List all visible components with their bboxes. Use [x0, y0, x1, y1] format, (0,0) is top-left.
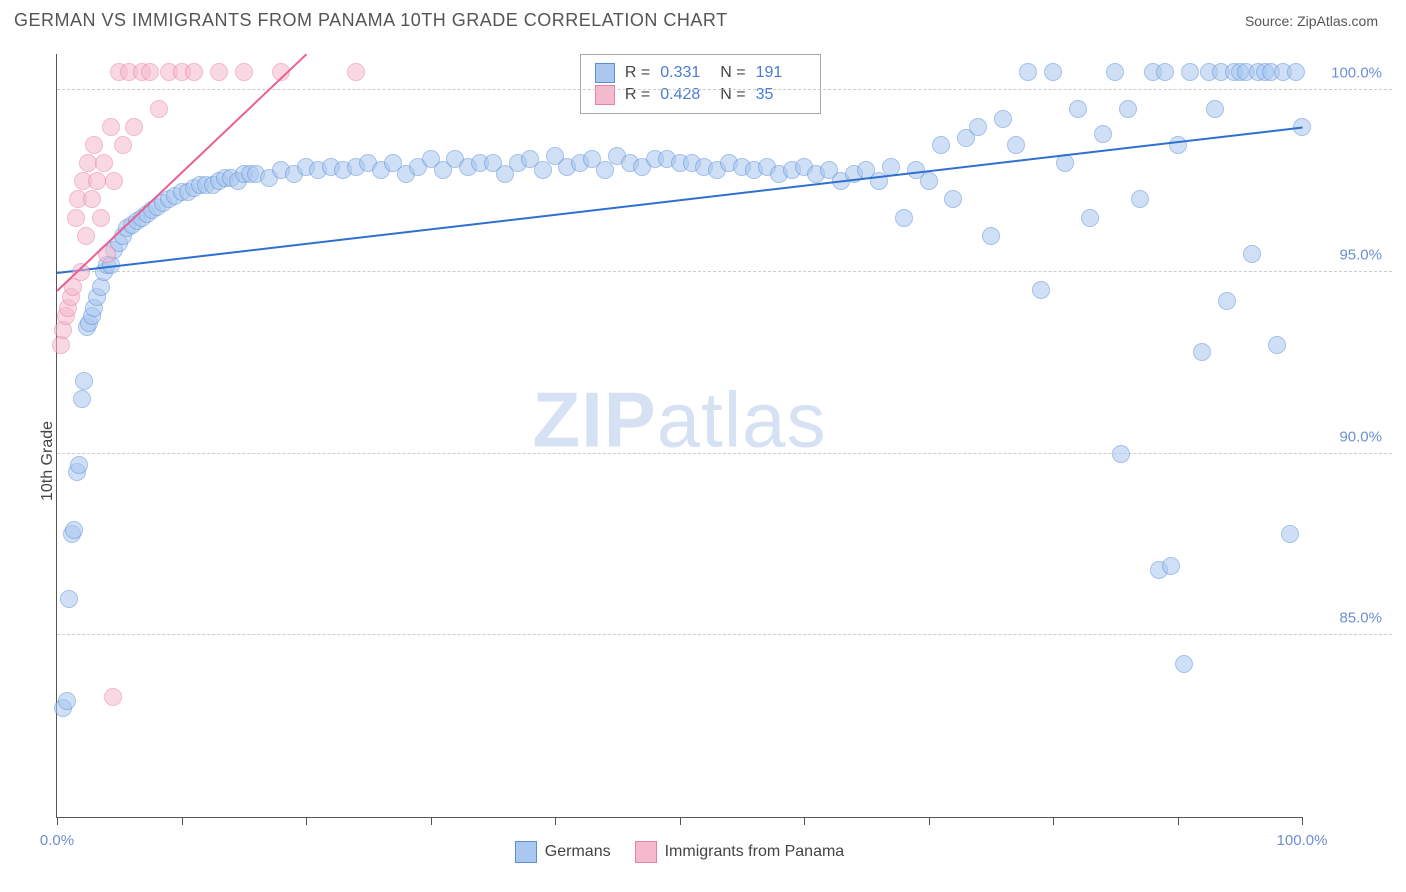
data-point [534, 161, 552, 179]
data-point [105, 172, 123, 190]
data-point [88, 172, 106, 190]
data-point [150, 100, 168, 118]
data-point [1094, 125, 1112, 143]
legend-swatch-germans [515, 841, 537, 863]
data-point [1156, 63, 1174, 81]
x-tick [306, 817, 307, 825]
data-point [1044, 63, 1062, 81]
gridline-h [57, 89, 1392, 90]
x-tick [804, 817, 805, 825]
stats-swatch-panama [595, 85, 615, 105]
data-point [1175, 655, 1193, 673]
plot-region: ZIPatlas R = 0.331 N = 191 R = 0.428 N =… [56, 54, 1302, 818]
data-point [944, 190, 962, 208]
legend-label-germans: Germans [545, 843, 611, 861]
data-point [92, 209, 110, 227]
gridline-h [57, 634, 1392, 635]
y-axis-label: 10th Grade [39, 421, 57, 501]
data-point [347, 63, 365, 81]
data-point [1081, 209, 1099, 227]
x-tick [1302, 817, 1303, 825]
data-point [1131, 190, 1149, 208]
y-tick-label: 85.0% [1339, 610, 1382, 627]
data-point [920, 172, 938, 190]
data-point [141, 63, 159, 81]
x-tick [1053, 817, 1054, 825]
x-tick [57, 817, 58, 825]
stats-legend-box: R = 0.331 N = 191 R = 0.428 N = 35 [580, 54, 821, 114]
data-point [1206, 100, 1224, 118]
data-point [1169, 136, 1187, 154]
data-point [1069, 100, 1087, 118]
data-point [895, 209, 913, 227]
stats-row-germans: R = 0.331 N = 191 [595, 63, 806, 83]
data-point [1287, 63, 1305, 81]
data-point [75, 372, 93, 390]
data-point [185, 63, 203, 81]
data-point [60, 590, 78, 608]
data-point [1193, 343, 1211, 361]
data-point [1281, 525, 1299, 543]
data-point [104, 688, 122, 706]
y-tick-label: 90.0% [1339, 428, 1382, 445]
data-point [596, 161, 614, 179]
x-tick [555, 817, 556, 825]
data-point [969, 118, 987, 136]
stats-row-panama: R = 0.428 N = 35 [595, 85, 806, 105]
data-point [1162, 557, 1180, 575]
chart-title: GERMAN VS IMMIGRANTS FROM PANAMA 10TH GR… [14, 10, 728, 31]
x-tick [1178, 817, 1179, 825]
chart-source: Source: ZipAtlas.com [1245, 13, 1378, 29]
data-point [1181, 63, 1199, 81]
x-tick [431, 817, 432, 825]
data-point [65, 521, 83, 539]
data-point [95, 154, 113, 172]
data-point [102, 118, 120, 136]
data-point [73, 390, 91, 408]
x-tick-label: 0.0% [40, 832, 74, 849]
data-point [1243, 245, 1261, 263]
legend-label-panama: Immigrants from Panama [665, 843, 845, 861]
data-point [1119, 100, 1137, 118]
data-point [982, 227, 1000, 245]
data-point [114, 136, 132, 154]
data-point [994, 110, 1012, 128]
data-point [1007, 136, 1025, 154]
x-tick [680, 817, 681, 825]
data-point [58, 692, 76, 710]
data-point [70, 456, 88, 474]
data-point [85, 136, 103, 154]
stats-swatch-germans [595, 63, 615, 83]
x-tick [182, 817, 183, 825]
x-tick-label: 100.0% [1277, 832, 1328, 849]
legend-item-germans: Germans [515, 841, 611, 863]
y-tick-label: 100.0% [1331, 65, 1382, 82]
gridline-h [57, 271, 1392, 272]
data-point [1019, 63, 1037, 81]
data-point [210, 63, 228, 81]
chart-area: 10th Grade ZIPatlas R = 0.331 N = 191 R … [14, 44, 1392, 878]
gridline-h [57, 453, 1392, 454]
x-tick [929, 817, 930, 825]
data-point [1112, 445, 1130, 463]
legend-swatch-panama [635, 841, 657, 863]
data-point [235, 63, 253, 81]
trend-line [57, 127, 1303, 275]
data-point [1106, 63, 1124, 81]
data-point [932, 136, 950, 154]
data-point [125, 118, 143, 136]
data-point [83, 190, 101, 208]
bottom-legend: Germans Immigrants from Panama [57, 841, 1302, 863]
y-tick-label: 95.0% [1339, 247, 1382, 264]
data-point [1268, 336, 1286, 354]
legend-item-panama: Immigrants from Panama [635, 841, 845, 863]
chart-header: GERMAN VS IMMIGRANTS FROM PANAMA 10TH GR… [0, 0, 1406, 35]
data-point [67, 209, 85, 227]
data-point [1218, 292, 1236, 310]
data-point [1032, 281, 1050, 299]
data-point [77, 227, 95, 245]
